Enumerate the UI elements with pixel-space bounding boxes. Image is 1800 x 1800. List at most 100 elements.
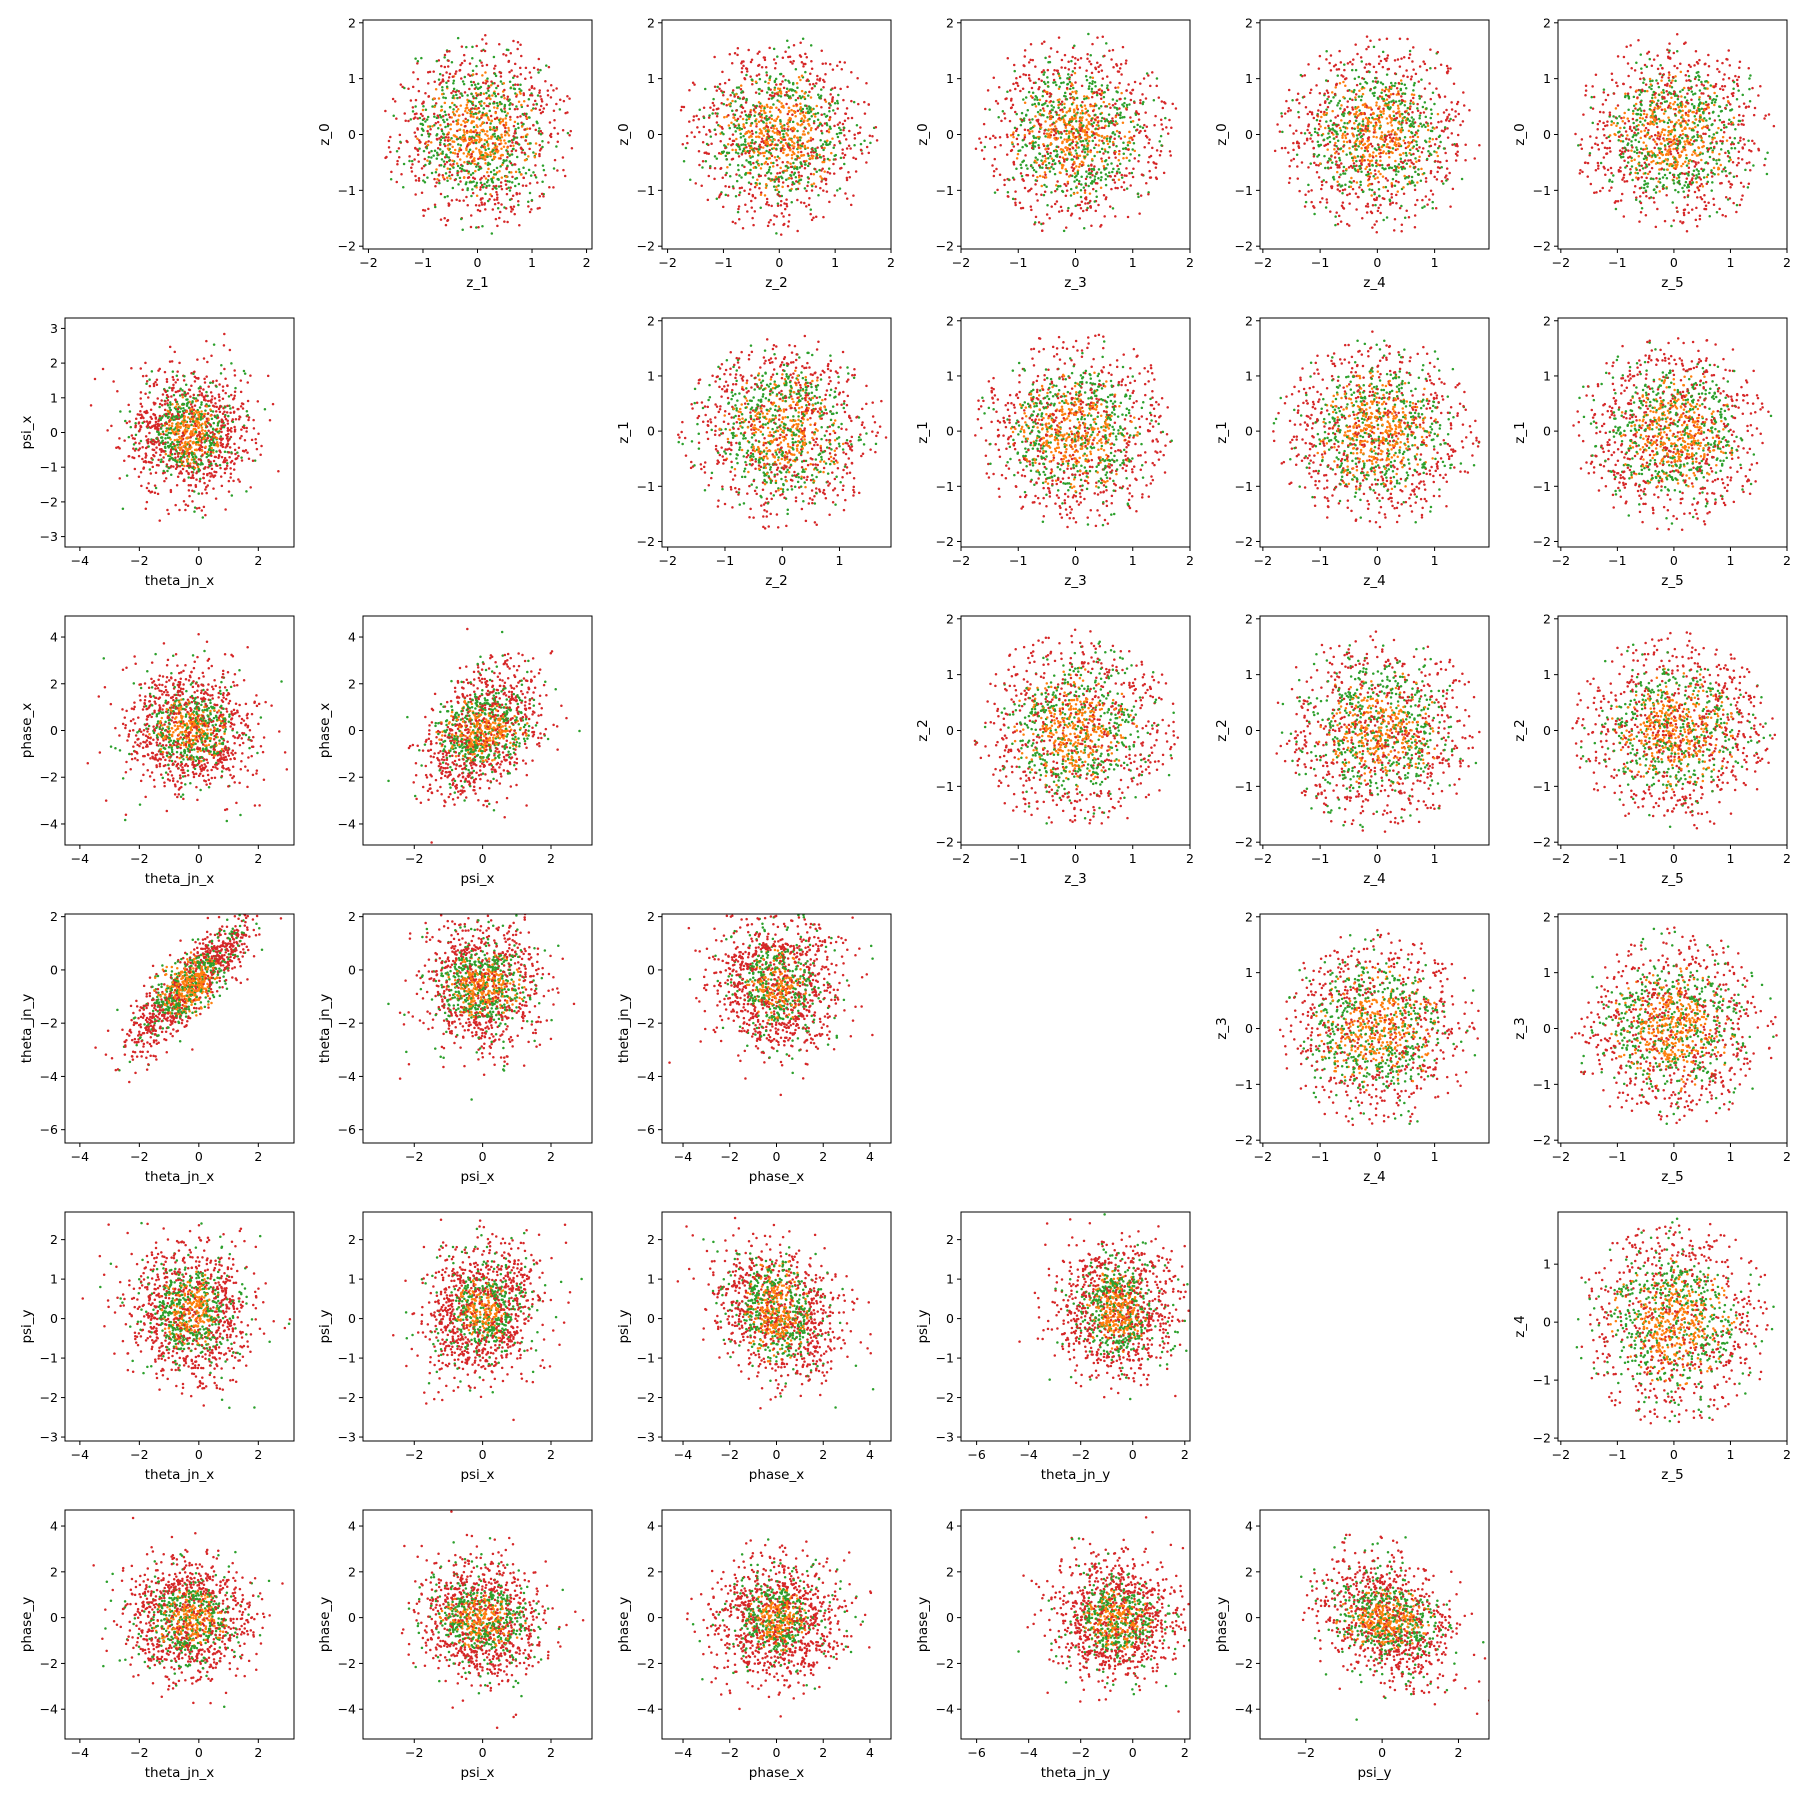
scatter-point: [780, 140, 783, 144]
scatter-point: [1061, 165, 1064, 169]
scatter-point: [473, 136, 476, 140]
scatter-point: [1443, 127, 1447, 131]
scatter-point: [1369, 121, 1373, 124]
scatter-point: [523, 112, 526, 115]
scatter-point: [1128, 172, 1131, 175]
scatter-point: [779, 90, 783, 93]
scatter-point: [437, 78, 441, 81]
scatter-point: [1068, 123, 1072, 127]
scatter-point: [480, 61, 483, 64]
scatter-point: [1389, 121, 1392, 124]
scatter-point: [1008, 119, 1012, 123]
scatter-point: [1123, 188, 1126, 192]
scatter-point: [491, 94, 494, 97]
scatter-point: [736, 47, 740, 50]
scatter-point: [769, 172, 773, 175]
scatter-point: [775, 158, 778, 162]
scatter-point: [765, 73, 769, 77]
scatter-point: [522, 92, 525, 95]
scatter-point: [1020, 174, 1024, 178]
scatter-point: [456, 36, 460, 40]
scatter-point: [1093, 91, 1096, 94]
scatter-point: [811, 155, 814, 158]
scatter-point: [425, 147, 429, 150]
scatter-point: [1330, 91, 1334, 94]
scatter-point: [1352, 58, 1355, 61]
scatter-point: [428, 160, 432, 163]
scatter-point: [1367, 45, 1370, 49]
scatter-point: [748, 149, 752, 153]
scatter-point: [1120, 73, 1123, 76]
scatter-point: [1436, 154, 1440, 158]
scatter-point: [1381, 151, 1385, 155]
scatter-point: [1370, 188, 1374, 192]
scatter-point: [506, 112, 509, 115]
scatter-point: [1034, 156, 1038, 159]
scatter-point: [1063, 160, 1066, 163]
scatter-point: [441, 78, 445, 81]
scatter-point: [1044, 56, 1047, 60]
scatter-point: [1100, 176, 1103, 179]
scatter-point: [493, 155, 497, 159]
scatter-point: [1445, 179, 1448, 182]
scatter-point: [1365, 70, 1369, 74]
scatter-point: [1043, 129, 1046, 132]
scatter-point: [430, 149, 433, 153]
scatter-point: [773, 119, 776, 122]
scatter-point: [1128, 103, 1131, 106]
scatter-point: [807, 139, 811, 142]
scatter-point: [1375, 220, 1378, 223]
scatter-point: [760, 89, 764, 93]
scatter-point: [519, 73, 523, 76]
scatter-point: [1373, 198, 1377, 202]
scatter-point: [729, 175, 732, 178]
scatter-point: [1042, 102, 1045, 106]
scatter-point: [443, 195, 447, 199]
scatter-point: [749, 172, 752, 175]
scatter-point: [495, 145, 499, 148]
scatter-point: [795, 103, 798, 106]
scatter-point: [764, 66, 768, 69]
scatter-point: [679, 108, 683, 112]
scatter-point: [764, 129, 768, 133]
scatter-point: [1429, 144, 1433, 148]
scatter-point: [434, 88, 438, 91]
scatter-point: [1114, 215, 1117, 218]
scatter-point: [774, 175, 778, 179]
scatter-point: [1340, 104, 1343, 107]
scatter-point: [826, 139, 829, 143]
scatter-point: [1006, 191, 1010, 194]
scatter-point: [545, 64, 548, 67]
scatter-point: [1385, 117, 1388, 120]
scatter-point: [1067, 68, 1071, 71]
scatter-point: [435, 157, 439, 160]
scatter-point: [438, 114, 442, 117]
scatter-point: [1129, 91, 1132, 94]
scatter-point: [461, 113, 465, 116]
scatter-point: [717, 107, 720, 110]
scatter-point: [1337, 67, 1341, 71]
scatter-point: [1364, 124, 1368, 128]
scatter-point: [1284, 146, 1287, 150]
scatter-point: [800, 89, 804, 93]
scatter-point: [798, 138, 802, 142]
scatter-point: [538, 195, 542, 198]
scatter-point: [454, 90, 457, 94]
scatter-point: [782, 75, 785, 78]
scatter-point: [785, 87, 789, 91]
scatter-point: [470, 137, 473, 140]
scatter-point: [1424, 180, 1428, 183]
x-tick-label: 2: [887, 255, 895, 270]
scatter-point: [782, 171, 785, 174]
scatter-point: [1336, 188, 1339, 191]
scatter-point: [1107, 156, 1111, 160]
scatter-point: [1377, 146, 1381, 149]
scatter-point: [1411, 101, 1415, 104]
scatter-point: [1412, 152, 1415, 156]
scatter-point: [1043, 159, 1046, 163]
scatter-point: [1048, 217, 1051, 220]
scatter-point: [848, 129, 851, 133]
scatter-point: [783, 129, 786, 132]
scatter-point: [1357, 95, 1361, 98]
scatter-point: [500, 135, 504, 139]
